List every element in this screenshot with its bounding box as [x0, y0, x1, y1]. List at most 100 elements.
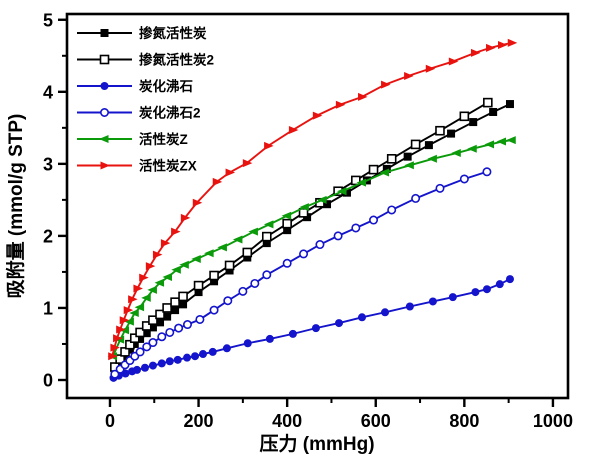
- marker-square-open: [155, 309, 165, 320]
- data-series: [107, 38, 518, 382]
- marker-triangle-left: [467, 144, 477, 153]
- marker-square-open: [129, 333, 140, 344]
- marker-triangle-left: [356, 178, 367, 187]
- marker-circle-filled: [471, 288, 480, 297]
- legend-entry: 炭化沸石2: [77, 105, 201, 121]
- marker-triangle-right: [404, 71, 414, 80]
- marker-square-filled: [163, 312, 172, 321]
- marker-triangle-left: [147, 285, 157, 294]
- marker-circle-filled: [311, 324, 320, 333]
- marker-circle-filled: [100, 82, 109, 90]
- series-5: [107, 136, 516, 361]
- marker-triangle-right: [312, 111, 323, 120]
- marker-circle-filled: [173, 355, 182, 364]
- series-4: [110, 167, 492, 379]
- marker-square-filled: [156, 318, 165, 327]
- marker-circle-open: [250, 278, 260, 288]
- marker-triangle-right: [128, 295, 138, 304]
- marker-triangle-right: [171, 227, 181, 236]
- marker-square-open: [148, 315, 158, 325]
- marker-square-filled: [469, 118, 478, 127]
- marker-triangle-right: [110, 343, 120, 352]
- marker-circle-open: [459, 174, 469, 184]
- marker-circle-filled: [132, 365, 141, 374]
- marker-triangle-left: [281, 211, 292, 220]
- marker-square-filled: [148, 323, 157, 332]
- marker-square-open: [141, 321, 152, 331]
- marker-triangle-left: [379, 168, 390, 177]
- legend-label: 炭化沸石: [139, 78, 193, 94]
- marker-circle-filled: [482, 285, 491, 294]
- marker-triangle-right: [100, 161, 110, 170]
- marker-square-open: [209, 270, 219, 281]
- marker-circle-open: [282, 258, 292, 268]
- legend-entry: 炭化沸石: [77, 78, 193, 94]
- x-tick-label: 800: [449, 411, 479, 431]
- marker-triangle-left: [114, 335, 125, 344]
- legend-entry: 活性炭ZX: [77, 158, 197, 174]
- marker-circle-filled: [222, 344, 231, 353]
- marker-square-filled: [283, 226, 292, 235]
- marker-circle-open: [482, 167, 492, 177]
- marker-triangle-left: [404, 161, 414, 170]
- marker-triangle-left: [179, 260, 189, 269]
- marker-square-filled: [210, 277, 219, 286]
- marker-square-filled: [125, 345, 134, 354]
- marker-triangle-left: [451, 149, 461, 158]
- marker-circle-open: [351, 223, 361, 233]
- marker-circle-open: [148, 338, 158, 348]
- marker-triangle-right: [152, 250, 163, 259]
- marker-triangle-left: [217, 243, 227, 252]
- marker-square-open: [120, 347, 130, 357]
- y-tick-label: 2: [43, 226, 53, 246]
- marker-square-filled: [194, 288, 203, 297]
- marker-square-open: [135, 327, 145, 338]
- marker-square-filled: [382, 164, 391, 173]
- marker-square-open: [224, 260, 235, 271]
- y-axis-label: 吸附量 (mmol/g STP): [4, 114, 27, 299]
- marker-square-filled: [505, 100, 514, 109]
- marker-circle-filled: [157, 359, 166, 368]
- marker-square-open: [242, 247, 253, 258]
- marker-triangle-left: [119, 326, 130, 335]
- marker-triangle-right: [180, 213, 191, 222]
- marker-square-open: [298, 208, 309, 218]
- marker-square-filled: [262, 239, 271, 248]
- marker-triangle-right: [288, 125, 299, 134]
- x-tick-label: 0: [105, 411, 115, 431]
- marker-triangle-right: [160, 239, 171, 248]
- marker-triangle-left: [337, 187, 347, 196]
- marker-triangle-left: [317, 195, 327, 204]
- marker-triangle-left: [162, 272, 172, 281]
- legend-entry: 掺氮活性炭: [77, 25, 207, 41]
- marker-square-filled: [179, 300, 188, 309]
- marker-triangle-left: [263, 220, 274, 229]
- marker-circle-filled: [191, 352, 200, 361]
- marker-triangle-right: [335, 100, 346, 109]
- y-tick-label: 4: [43, 82, 53, 102]
- marker-circle-filled: [505, 275, 514, 284]
- marker-triangle-right: [212, 177, 223, 186]
- marker-triangle-right: [264, 141, 274, 150]
- marker-square-open: [435, 125, 445, 136]
- marker-square-open: [282, 218, 292, 229]
- marker-triangle-left: [484, 140, 495, 149]
- legend-entry: 掺氮活性炭2: [77, 52, 214, 68]
- marker-square-open: [410, 139, 421, 150]
- marker-triangle-right: [507, 38, 518, 47]
- marker-triangle-right: [192, 198, 203, 207]
- marker-triangle-left: [129, 308, 139, 317]
- marker-triangle-left: [154, 278, 165, 287]
- marker-triangle-right: [225, 168, 236, 177]
- series-line: [114, 170, 488, 375]
- marker-circle-filled: [243, 339, 252, 348]
- marker-triangle-right: [113, 334, 123, 343]
- marker-circle-open: [262, 270, 272, 280]
- legend-label: 炭化沸石2: [139, 105, 201, 121]
- marker-triangle-right: [358, 92, 368, 101]
- marker-circle-open: [435, 183, 445, 193]
- marker-triangle-right: [425, 64, 436, 73]
- marker-triangle-right: [145, 262, 156, 271]
- marker-circle-open: [195, 314, 205, 324]
